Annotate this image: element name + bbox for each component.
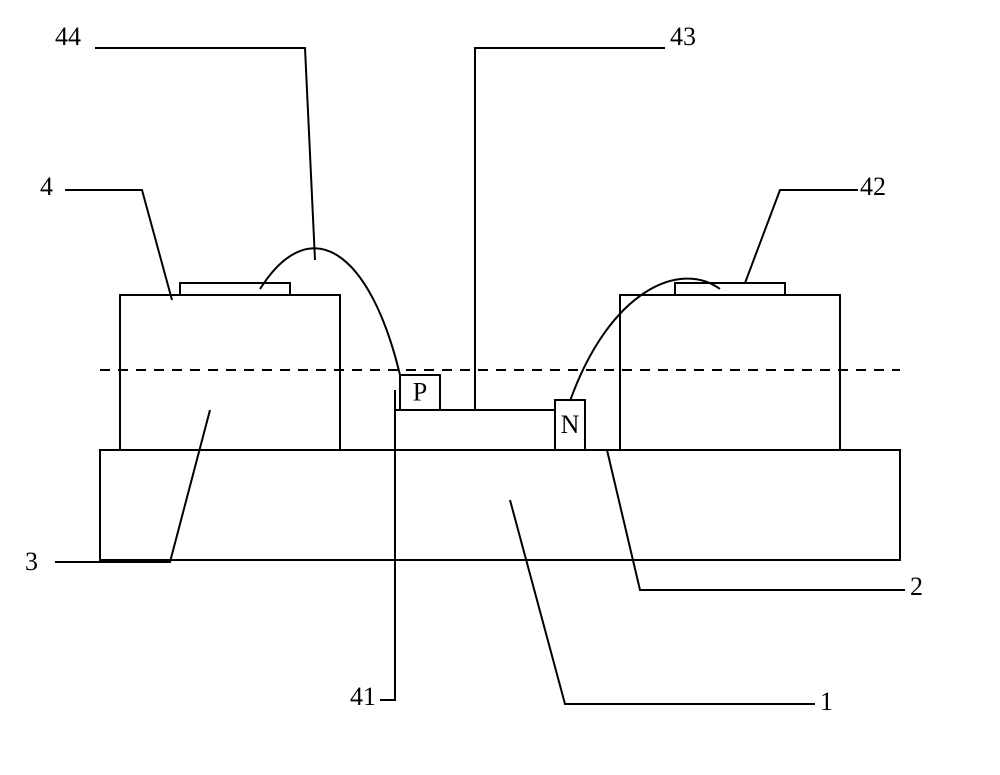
label-41: 41 — [350, 682, 376, 711]
right-pad — [675, 283, 785, 295]
leader-1 — [510, 500, 815, 704]
n-terminal-label: N — [561, 410, 580, 439]
leader-3 — [55, 410, 210, 562]
label-3: 3 — [25, 547, 38, 576]
bond-wire-right — [570, 279, 720, 401]
technical-diagram: P N 44 43 4 42 3 41 1 2 — [0, 0, 1000, 775]
leader-42 — [745, 190, 858, 283]
left-block — [120, 295, 340, 450]
leader-41 — [380, 390, 395, 700]
label-44: 44 — [55, 22, 81, 51]
leader-44 — [95, 48, 315, 260]
leader-43 — [475, 48, 665, 410]
left-pad — [180, 283, 290, 295]
label-1: 1 — [820, 687, 833, 716]
leader-4 — [65, 190, 172, 300]
leader-2 — [607, 450, 905, 590]
bond-wire-left — [260, 248, 400, 375]
label-42: 42 — [860, 172, 886, 201]
chip-body — [395, 410, 555, 450]
p-terminal-label: P — [413, 377, 427, 406]
label-2: 2 — [910, 572, 923, 601]
label-43: 43 — [670, 22, 696, 51]
right-block — [620, 295, 840, 450]
base-substrate — [100, 450, 900, 560]
label-4: 4 — [40, 172, 53, 201]
